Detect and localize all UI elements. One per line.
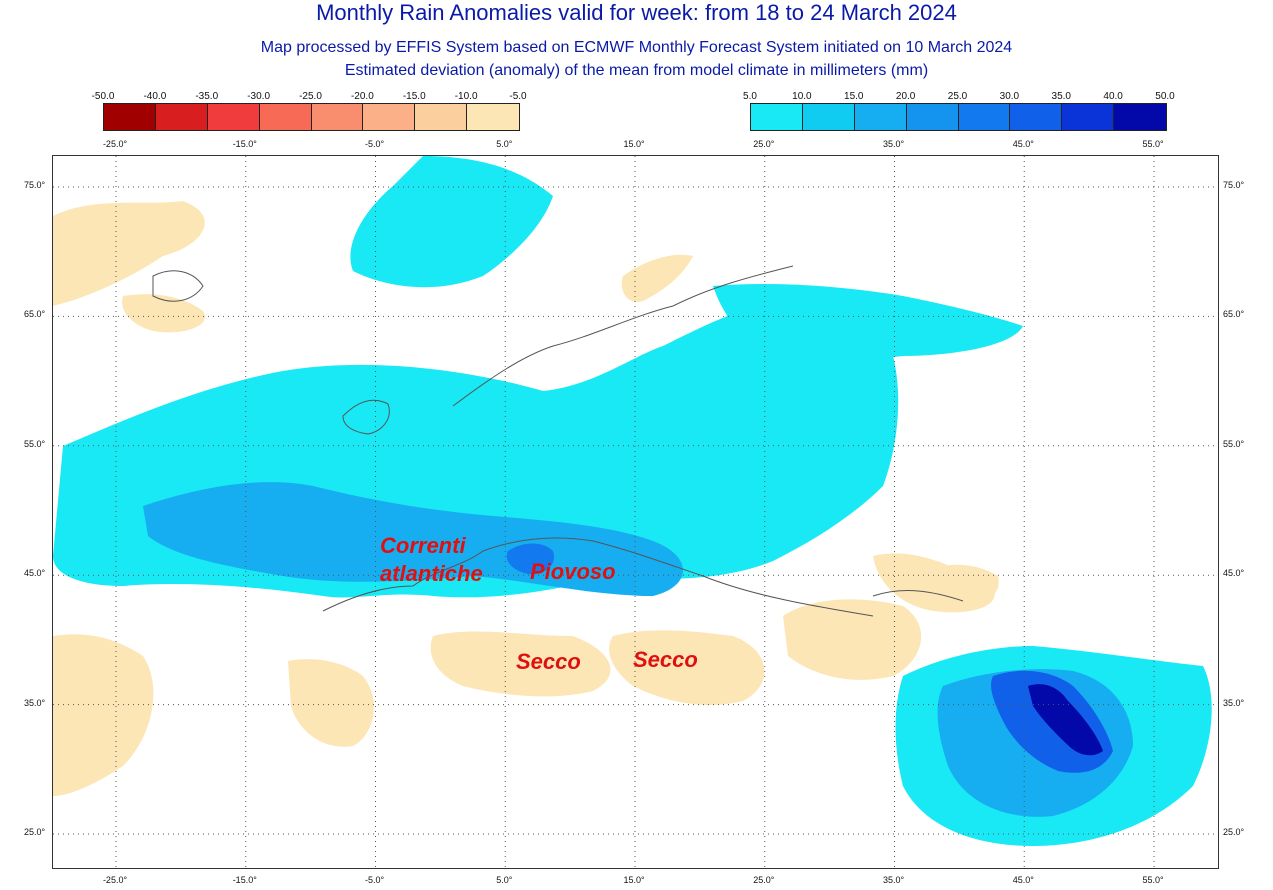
colorbar-positive-label-3: 20.0: [895, 91, 916, 102]
lon-label-bottom-6: 35.0°: [882, 875, 905, 885]
colorbar-positive-label-0: 5.0: [743, 91, 757, 102]
colorbar-negative-swatch-4: [311, 104, 364, 130]
lon-label-bottom-8: 55.0°: [1142, 875, 1164, 885]
wet-area-alps-core: [506, 543, 554, 575]
lon-label-top-6: 35.0°: [882, 139, 905, 149]
lon-label-bottom-2: -5.0°: [364, 875, 385, 885]
colorbar-negative-label-8: -5.0: [509, 91, 527, 102]
colorbar-negative-swatch-6: [415, 104, 468, 130]
colorbar-negative-swatch-5: [363, 104, 416, 130]
dry-area-norway: [621, 254, 693, 302]
map-title: Monthly Rain Anomalies valid for week: f…: [316, 0, 957, 25]
anomaly-map: Correnti atlantiche Piovoso Secco Secco: [52, 155, 1219, 869]
colorbar-positive-swatch-0: [751, 104, 803, 130]
dry-area-greenland-sea: [53, 201, 205, 306]
lon-label-top-0: -25.0°: [102, 139, 128, 149]
colorbar-negative-label-1: -40.0: [143, 91, 167, 102]
lat-label-right-5: 25.0°: [1223, 827, 1245, 837]
dry-area-med-west: [430, 631, 611, 697]
colorbar-negative-label-5: -20.0: [350, 91, 374, 102]
colorbar-positive-swatch-1: [802, 104, 855, 130]
colorbar-positive-swatch-3: [906, 104, 959, 130]
colorbar-positive-label-8: 50.0: [1155, 91, 1175, 102]
colorbar-negative-swatch-1: [155, 104, 208, 130]
wet-area-russia-east: [713, 284, 1023, 362]
colorbar-negative-swatch-2: [207, 104, 260, 130]
graticule: [53, 156, 1218, 868]
lon-label-bottom-1: -15.0°: [232, 875, 257, 885]
lon-label-bottom-4: 15.0°: [623, 875, 645, 885]
annotation-secco-west: Secco: [516, 649, 581, 674]
lon-label-bottom-0: -25.0°: [102, 875, 128, 885]
dry-area-aegean: [783, 599, 922, 680]
annotation-correnti: Correnti atlantiche: [380, 532, 483, 588]
lon-label-top-1: -15.0°: [232, 139, 257, 149]
lat-label-right-0: 75.0°: [1223, 180, 1245, 190]
annotation-secco-east: Secco: [633, 647, 698, 672]
lon-label-bottom-5: 25.0°: [753, 875, 775, 885]
colorbar-positive-swatch-2: [854, 104, 907, 130]
colorbar-negative-swatch-3: [259, 104, 312, 130]
lat-label-left-3: 45.0°: [24, 568, 46, 579]
lon-label-bottom-3: 5.0°: [496, 875, 513, 885]
map-subtitle-processing: Map processed by EFFIS System based on E…: [260, 39, 1013, 56]
colorbar-negative-label-0: -50.0: [91, 91, 115, 102]
colorbar-positive-label-6: 35.0: [1051, 91, 1071, 102]
dry-anomaly-areas: [53, 201, 999, 796]
lat-label-right-4: 35.0°: [1223, 697, 1245, 708]
colorbar-positive-swatch-4: [958, 104, 1011, 130]
colorbar-positive-swatch-5: [1010, 104, 1063, 130]
lon-label-top-2: -5.0°: [364, 139, 385, 149]
wet-anomaly-areas: [53, 156, 1212, 846]
colorbar-negative-label-3: -30.0: [247, 91, 271, 102]
lon-label-top-3: 5.0°: [496, 139, 513, 149]
colorbar-negative-label-2: -35.0: [195, 91, 219, 102]
dry-area-iberia-south: [288, 659, 374, 747]
colorbar-negative-label-6: -15.0: [402, 91, 426, 102]
lon-label-top-5: 25.0°: [753, 139, 775, 149]
annotation-piovoso: Piovoso: [530, 559, 616, 584]
dry-area-atlantic-sw: [53, 634, 154, 796]
lon-label-top-4: 15.0°: [623, 139, 645, 149]
colorbar-positive-swatch-6: [1062, 104, 1115, 130]
colorbar-positive: [750, 103, 1167, 131]
lat-label-left-5: 25.0°: [24, 827, 46, 837]
lon-label-top-7: 45.0°: [1012, 139, 1034, 149]
colorbar-negative-label-4: -25.0: [299, 91, 322, 102]
lon-label-top-8: 55.0°: [1142, 139, 1164, 149]
colorbar-positive-label-5: 30.0: [999, 91, 1020, 102]
wet-area-middle-east-peak: [1028, 684, 1103, 756]
colorbar-negative-swatch-0: [104, 104, 156, 130]
dry-area-caucasus: [913, 564, 999, 605]
lat-label-right-1: 65.0°: [1223, 309, 1245, 320]
colorbar-negative-swatch-7: [467, 104, 519, 130]
map-canvas: [53, 156, 1218, 868]
dry-area-med-central: [609, 630, 765, 706]
colorbar-negative: [103, 103, 520, 131]
lat-label-left-0: 75.0°: [24, 180, 46, 190]
colorbar-positive-label-2: 15.0: [844, 91, 864, 102]
lat-label-left-1: 65.0°: [24, 309, 46, 320]
colorbar-positive-label-7: 40.0: [1103, 91, 1123, 102]
colorbar-negative-label-7: -10.0: [454, 91, 478, 102]
colorbar-positive-swatch-7: [1114, 104, 1166, 130]
annotation-correnti-line1: Correnti: [380, 533, 466, 558]
map-subtitle-units: Estimated deviation (anomaly) of the mea…: [344, 62, 929, 79]
lat-label-left-2: 55.0°: [24, 438, 46, 449]
annotation-correnti-line2: atlantiche: [380, 561, 483, 586]
lat-label-right-3: 45.0°: [1223, 568, 1245, 579]
colorbar-positive-label-1: 10.0: [792, 91, 812, 102]
colorbar-positive-label-4: 25.0: [947, 91, 968, 102]
lat-label-left-4: 35.0°: [24, 697, 46, 708]
dry-area-iceland: [122, 294, 205, 333]
wet-area-north-atlantic: [350, 156, 553, 288]
lat-label-right-2: 55.0°: [1223, 438, 1245, 449]
lon-label-bottom-7: 45.0°: [1012, 875, 1034, 885]
